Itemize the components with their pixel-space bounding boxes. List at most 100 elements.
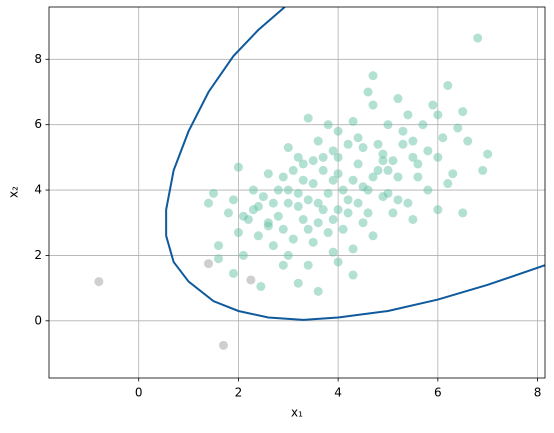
point [228, 195, 238, 205]
point [283, 143, 293, 153]
point [428, 100, 438, 110]
point [358, 218, 368, 228]
point [373, 165, 383, 175]
point [233, 228, 243, 238]
point [303, 260, 313, 270]
point [348, 270, 358, 280]
point [393, 195, 403, 205]
y-tick-label: 2 [34, 248, 42, 262]
point [458, 208, 468, 218]
point [293, 188, 303, 198]
point [213, 241, 223, 251]
point [383, 120, 393, 130]
x-axis-label: x₁ [291, 406, 303, 420]
point [333, 169, 343, 179]
point [378, 149, 388, 159]
x-tick-label: 2 [235, 386, 243, 400]
point [433, 205, 443, 215]
point [388, 156, 398, 166]
point [268, 198, 278, 208]
point [403, 198, 413, 208]
point [343, 195, 353, 205]
point [348, 116, 358, 126]
point [238, 250, 248, 260]
point [278, 172, 288, 182]
point [438, 133, 448, 143]
point [353, 133, 363, 143]
point [343, 139, 353, 149]
x-tick-label: 0 [135, 386, 143, 400]
point [418, 120, 428, 130]
point [283, 250, 293, 260]
point [458, 107, 468, 117]
point [293, 152, 303, 162]
point [253, 231, 263, 241]
point [209, 188, 219, 198]
point [358, 143, 368, 153]
point [204, 198, 214, 208]
point [473, 33, 483, 43]
point [233, 162, 243, 172]
point [368, 71, 378, 81]
point [408, 152, 418, 162]
point [338, 185, 348, 195]
point [383, 188, 393, 198]
point [323, 188, 333, 198]
point [328, 146, 338, 156]
point [278, 260, 288, 270]
point [333, 205, 343, 215]
point [308, 237, 318, 247]
point [333, 126, 343, 136]
point [328, 175, 338, 185]
point [453, 123, 463, 133]
point [333, 257, 343, 267]
point [413, 172, 423, 182]
point [333, 152, 343, 162]
point [273, 211, 283, 221]
point [363, 185, 373, 195]
point [318, 152, 328, 162]
point [323, 228, 333, 238]
point [348, 175, 358, 185]
point [368, 172, 378, 182]
point [328, 247, 338, 257]
point [228, 268, 238, 278]
point [268, 241, 278, 251]
point [348, 244, 358, 254]
point [398, 139, 408, 149]
point [303, 195, 313, 205]
point [298, 175, 308, 185]
point [283, 198, 293, 208]
point [293, 201, 303, 211]
point [483, 149, 493, 159]
point [478, 165, 488, 175]
point [318, 205, 328, 215]
point [323, 120, 333, 130]
y-axis-label: x₂ [7, 186, 21, 198]
point [343, 208, 353, 218]
point [308, 156, 318, 166]
point [223, 208, 233, 218]
point [368, 100, 378, 110]
point [313, 198, 323, 208]
point [298, 214, 308, 224]
point [408, 136, 418, 146]
point [383, 165, 393, 175]
point [378, 156, 388, 166]
point [204, 259, 214, 269]
y-tick-label: 8 [34, 52, 42, 66]
y-tick-label: 0 [34, 313, 42, 327]
point [248, 205, 258, 215]
point [288, 165, 298, 175]
point [273, 185, 283, 195]
y-tick-label: 4 [34, 183, 42, 197]
point [303, 113, 313, 123]
point [293, 278, 303, 288]
point [398, 126, 408, 136]
point [283, 185, 293, 195]
point [94, 277, 104, 287]
point [443, 80, 453, 90]
point [303, 224, 313, 234]
point [368, 231, 378, 241]
point [338, 224, 348, 234]
